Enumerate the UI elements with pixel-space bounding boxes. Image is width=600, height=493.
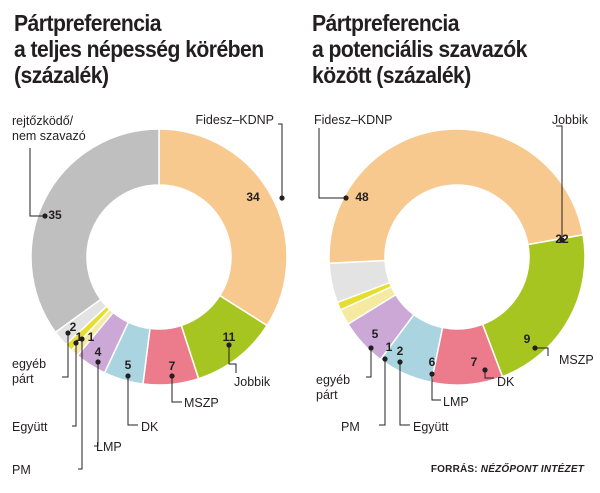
category-label-dk: DK (141, 420, 159, 434)
leader-line-fidesz-kdnp (318, 128, 346, 199)
leader-line-jobbik (228, 345, 237, 373)
category-label-mszp: MSZP (559, 353, 594, 367)
category-label-egy-b-p-rt: egyéb párt (12, 357, 46, 386)
leader-dot-pm (382, 356, 388, 362)
leader-dot-lmp (429, 371, 435, 377)
leader-line-pm (379, 359, 386, 426)
title-line: Pártpreferencia (14, 10, 162, 36)
title-line: (százalék) (14, 62, 109, 88)
source-name: NÉZŐPONT INTÉZET (480, 464, 584, 475)
leader-dot-jobbik (226, 342, 232, 348)
category-label-dk: DK (497, 375, 515, 389)
value-label-lmp: 4 (95, 345, 102, 359)
value-label-fidesz-kdnp: 48 (355, 190, 369, 204)
category-label-pm: PM (341, 420, 360, 434)
value-label-fidesz-kdnp: 34 (246, 190, 260, 204)
chart-title-left: Pártpreferencia a teljes népesség körébe… (14, 10, 264, 88)
leader-line-rejt-zk-d-nem-szavaz (29, 148, 45, 217)
title-line: a teljes népesség körében (14, 36, 264, 62)
value-label-mszp: 9 (524, 332, 531, 346)
category-label-lmp: LMP (96, 440, 122, 454)
leader-dot-mszp (532, 345, 538, 351)
category-label-rejt-zk-d-nem-szavaz: rejtőzködő/nem szavazó (12, 114, 86, 143)
chart-title-right: Pártpreferencia a potenciális szavazók k… (312, 10, 527, 88)
leader-line-pm (78, 339, 83, 470)
leader-line-fidesz-kdnp (278, 123, 283, 198)
slice-fidesz-kdnp (328, 128, 584, 265)
value-label-mszp: 7 (169, 359, 176, 373)
leader-dot-egy-tt (397, 359, 403, 365)
category-label-jobbik: Jobbik (552, 113, 589, 127)
leader-line-mszp (171, 376, 182, 403)
value-label-rejt-zk-d-nem-szavaz: 35 (48, 208, 62, 222)
value-label-egy-b-p-rt: 2 (70, 320, 77, 334)
value-label-egy-b-p-rt: 5 (372, 327, 379, 341)
slice-fidesz-kdnp (158, 128, 288, 327)
value-label-jobbik: 11 (223, 330, 236, 344)
title-line: Pártpreferencia (312, 10, 460, 36)
leader-dot-dk (482, 367, 488, 373)
leader-dot-mszp (169, 373, 175, 379)
leader-dot-jobbik (559, 237, 565, 243)
leader-dot-rejt-zk-d-nem-szavaz (42, 213, 48, 219)
leader-dot-fidesz-kdnp (279, 195, 285, 201)
leader-line-egy-b-p-rt (62, 333, 69, 378)
leader-line-mszp (535, 347, 549, 356)
title-line: között (százalék) (312, 62, 471, 88)
value-label-dk: 5 (125, 358, 132, 372)
slice-rejt-zk-d-nem-szavaz (30, 128, 160, 334)
leader-line-jobbik (556, 125, 563, 240)
leader-line-lmp (94, 362, 99, 447)
leader-line-lmp (431, 374, 441, 401)
value-label-dk: 7 (471, 355, 478, 369)
category-label-pm: PM (12, 463, 31, 477)
category-label-egy-tt: Együtt (413, 420, 449, 434)
value-label-pm: 1 (386, 340, 393, 354)
category-label-egy-tt: Együtt (12, 420, 48, 434)
category-label-fidesz-kdnp: Fidesz–KDNP (196, 113, 275, 127)
leader-line-egy-tt (72, 343, 77, 427)
leader-dot-egy-b-p-rt (368, 345, 374, 351)
source-prefix: FORRÁS: (430, 464, 481, 475)
category-label-fidesz-kdnp: Fidesz–KDNP (314, 113, 393, 127)
leader-line-egy-b-p-rt (366, 348, 372, 378)
leader-dot-pm (79, 336, 85, 342)
category-label-mszp: MSZP (184, 396, 219, 410)
leader-line-dk (127, 376, 138, 426)
category-label-jobbik: Jobbik (234, 375, 271, 389)
category-label-egy-b-p-rt: egyéb párt (316, 373, 350, 402)
leader-line-dk (484, 370, 494, 379)
value-label-lmp: 6 (429, 355, 436, 369)
category-label-lmp: LMP (443, 395, 469, 409)
value-label-pm: 1 (88, 330, 95, 344)
leader-dot-lmp (95, 359, 101, 365)
leader-dot-egy-b-p-rt (65, 330, 71, 336)
source-note: FORRÁS: NÉZŐPONT INTÉZET (431, 464, 584, 475)
value-label-jobbik: 22 (555, 232, 569, 246)
value-label-egy-tt: 1 (76, 330, 83, 344)
leader-dot-dk (125, 373, 131, 379)
value-label-egy-tt: 2 (397, 344, 404, 358)
leader-dot-egy-tt (73, 340, 79, 346)
leader-dot-fidesz-kdnp (343, 195, 349, 201)
leader-line-egy-tt (399, 362, 410, 426)
title-line: a potenciális szavazók (312, 36, 527, 62)
